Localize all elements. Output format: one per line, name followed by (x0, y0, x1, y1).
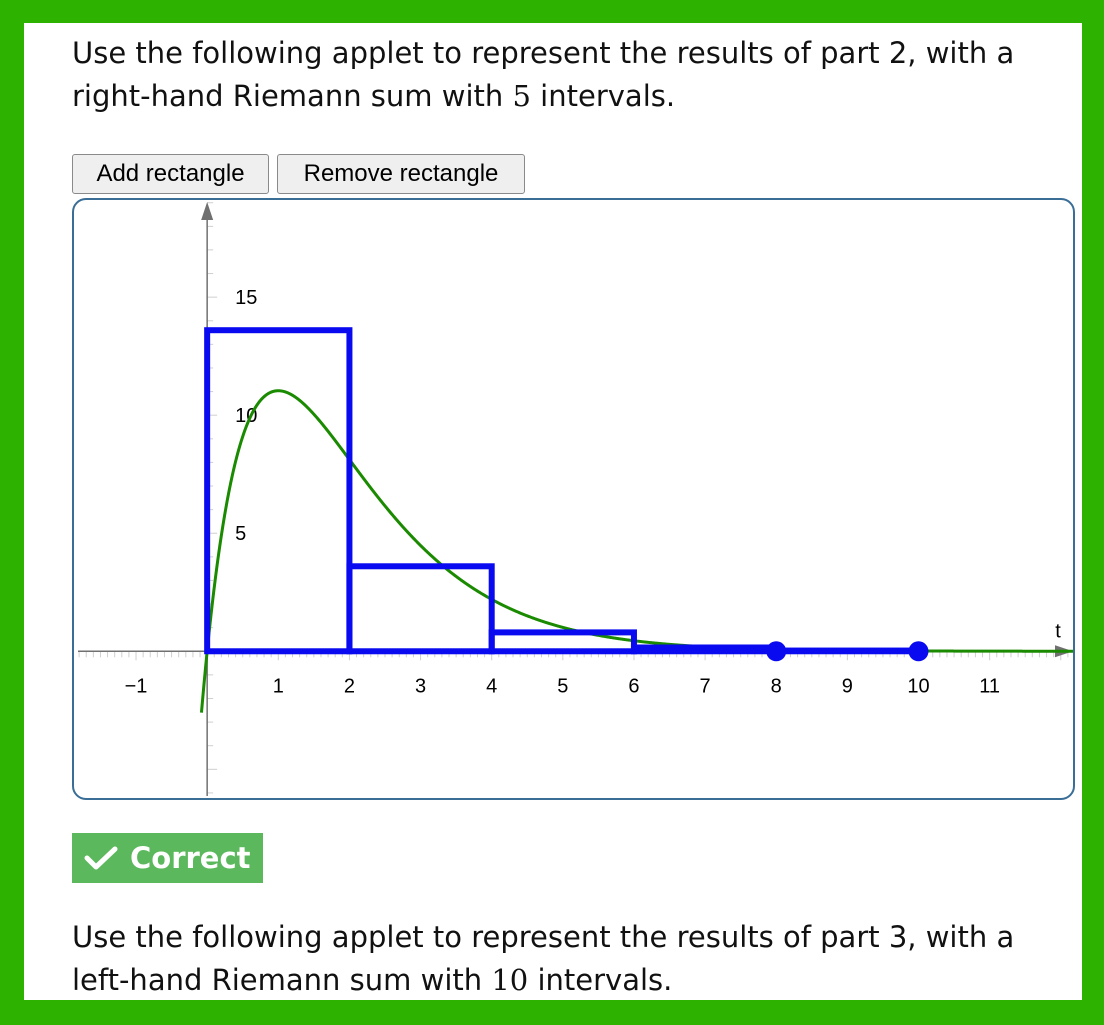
x-tick-label: 9 (842, 675, 853, 697)
x-tick-label: 11 (979, 675, 1000, 697)
riemann-rectangles (204, 327, 922, 655)
add-rectangle-button[interactable]: Add rectangle (72, 154, 269, 194)
y-axis-arrow (201, 202, 214, 220)
y-tick-label: 15 (235, 287, 257, 309)
x-tick-label: 7 (700, 675, 711, 697)
question-panel: Use the following applet to represent th… (24, 23, 1082, 1000)
x-tick-label: −1 (125, 675, 148, 697)
x-tick-label: 8 (771, 675, 782, 697)
x-tick-label: 6 (628, 675, 639, 697)
part2-prompt: Use the following applet to represent th… (72, 36, 1015, 113)
checkmark-icon (84, 846, 118, 870)
rectangle-handle[interactable] (908, 641, 929, 662)
x-tick-label: 4 (486, 675, 497, 697)
riemann-rectangle[interactable] (773, 647, 922, 655)
y-tick-label: 5 (235, 523, 246, 545)
part3-prompt: Use the following applet to represent th… (72, 920, 1015, 997)
x-tick-label: 2 (344, 675, 355, 697)
x-tick-label: 5 (557, 675, 568, 697)
riemann-rectangle[interactable] (204, 327, 353, 655)
rectangle-handle[interactable] (766, 641, 787, 662)
correct-label: Correct (130, 841, 251, 875)
riemann-rectangle[interactable] (630, 644, 780, 655)
x-tick-label: 3 (415, 675, 426, 697)
riemann-rectangle[interactable] (488, 629, 637, 655)
x-axis-label: t (1055, 620, 1061, 642)
function-curve (199, 389, 1073, 713)
correct-badge: Correct (72, 833, 263, 883)
remove-rectangle-button[interactable]: Remove rectangle (277, 154, 525, 194)
riemann-rectangle[interactable] (346, 563, 495, 655)
interval-count: 10 (491, 963, 529, 997)
x-tick-label: 10 (907, 675, 929, 697)
interval-count: 5 (512, 79, 531, 113)
x-tick-label: 1 (273, 675, 284, 697)
riemann-sum-applet[interactable]: −1 1 2 3 4 5 6 7 8 9 10 11 5 10 15 t (72, 198, 1075, 800)
